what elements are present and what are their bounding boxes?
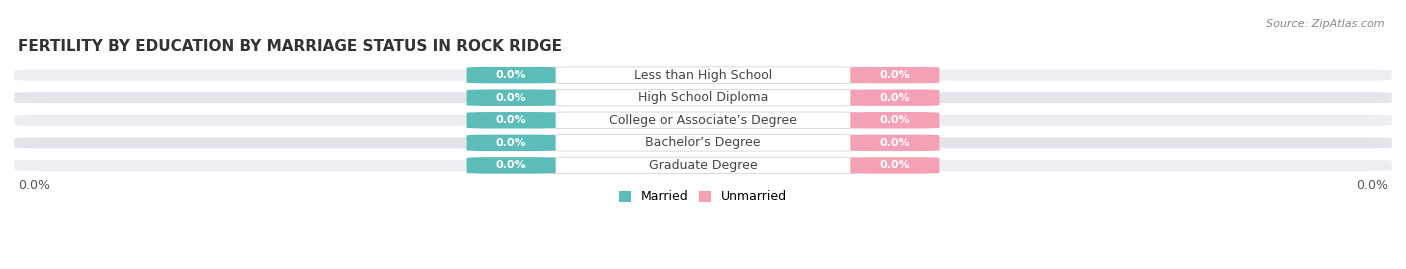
FancyBboxPatch shape [14,160,1392,171]
FancyBboxPatch shape [548,90,858,106]
Text: 0.0%: 0.0% [496,70,526,80]
FancyBboxPatch shape [851,157,939,174]
Text: FERTILITY BY EDUCATION BY MARRIAGE STATUS IN ROCK RIDGE: FERTILITY BY EDUCATION BY MARRIAGE STATU… [18,38,562,54]
FancyBboxPatch shape [467,157,555,174]
FancyBboxPatch shape [14,92,1392,103]
Text: Less than High School: Less than High School [634,69,772,82]
FancyBboxPatch shape [851,134,939,151]
FancyBboxPatch shape [548,112,858,129]
Text: Graduate Degree: Graduate Degree [648,159,758,172]
FancyBboxPatch shape [14,137,1392,148]
FancyBboxPatch shape [14,115,1392,126]
Text: 0.0%: 0.0% [18,179,49,192]
Text: 0.0%: 0.0% [496,160,526,171]
Text: 0.0%: 0.0% [880,70,910,80]
FancyBboxPatch shape [851,112,939,129]
Text: High School Diploma: High School Diploma [638,91,768,104]
FancyBboxPatch shape [467,112,555,129]
FancyBboxPatch shape [548,157,858,174]
FancyBboxPatch shape [548,67,858,83]
FancyBboxPatch shape [548,134,858,151]
Text: 0.0%: 0.0% [496,138,526,148]
FancyBboxPatch shape [851,90,939,106]
Text: 0.0%: 0.0% [880,93,910,103]
Text: 0.0%: 0.0% [1357,179,1388,192]
Text: College or Associate’s Degree: College or Associate’s Degree [609,114,797,127]
FancyBboxPatch shape [467,67,555,83]
FancyBboxPatch shape [851,67,939,83]
FancyBboxPatch shape [14,70,1392,81]
Text: 0.0%: 0.0% [496,115,526,125]
FancyBboxPatch shape [467,134,555,151]
Text: 0.0%: 0.0% [880,115,910,125]
Text: 0.0%: 0.0% [496,93,526,103]
FancyBboxPatch shape [467,90,555,106]
Text: Source: ZipAtlas.com: Source: ZipAtlas.com [1267,19,1385,29]
Text: Bachelor’s Degree: Bachelor’s Degree [645,136,761,149]
Text: 0.0%: 0.0% [880,160,910,171]
Legend: Married, Unmarried: Married, Unmarried [613,185,793,208]
Text: 0.0%: 0.0% [880,138,910,148]
